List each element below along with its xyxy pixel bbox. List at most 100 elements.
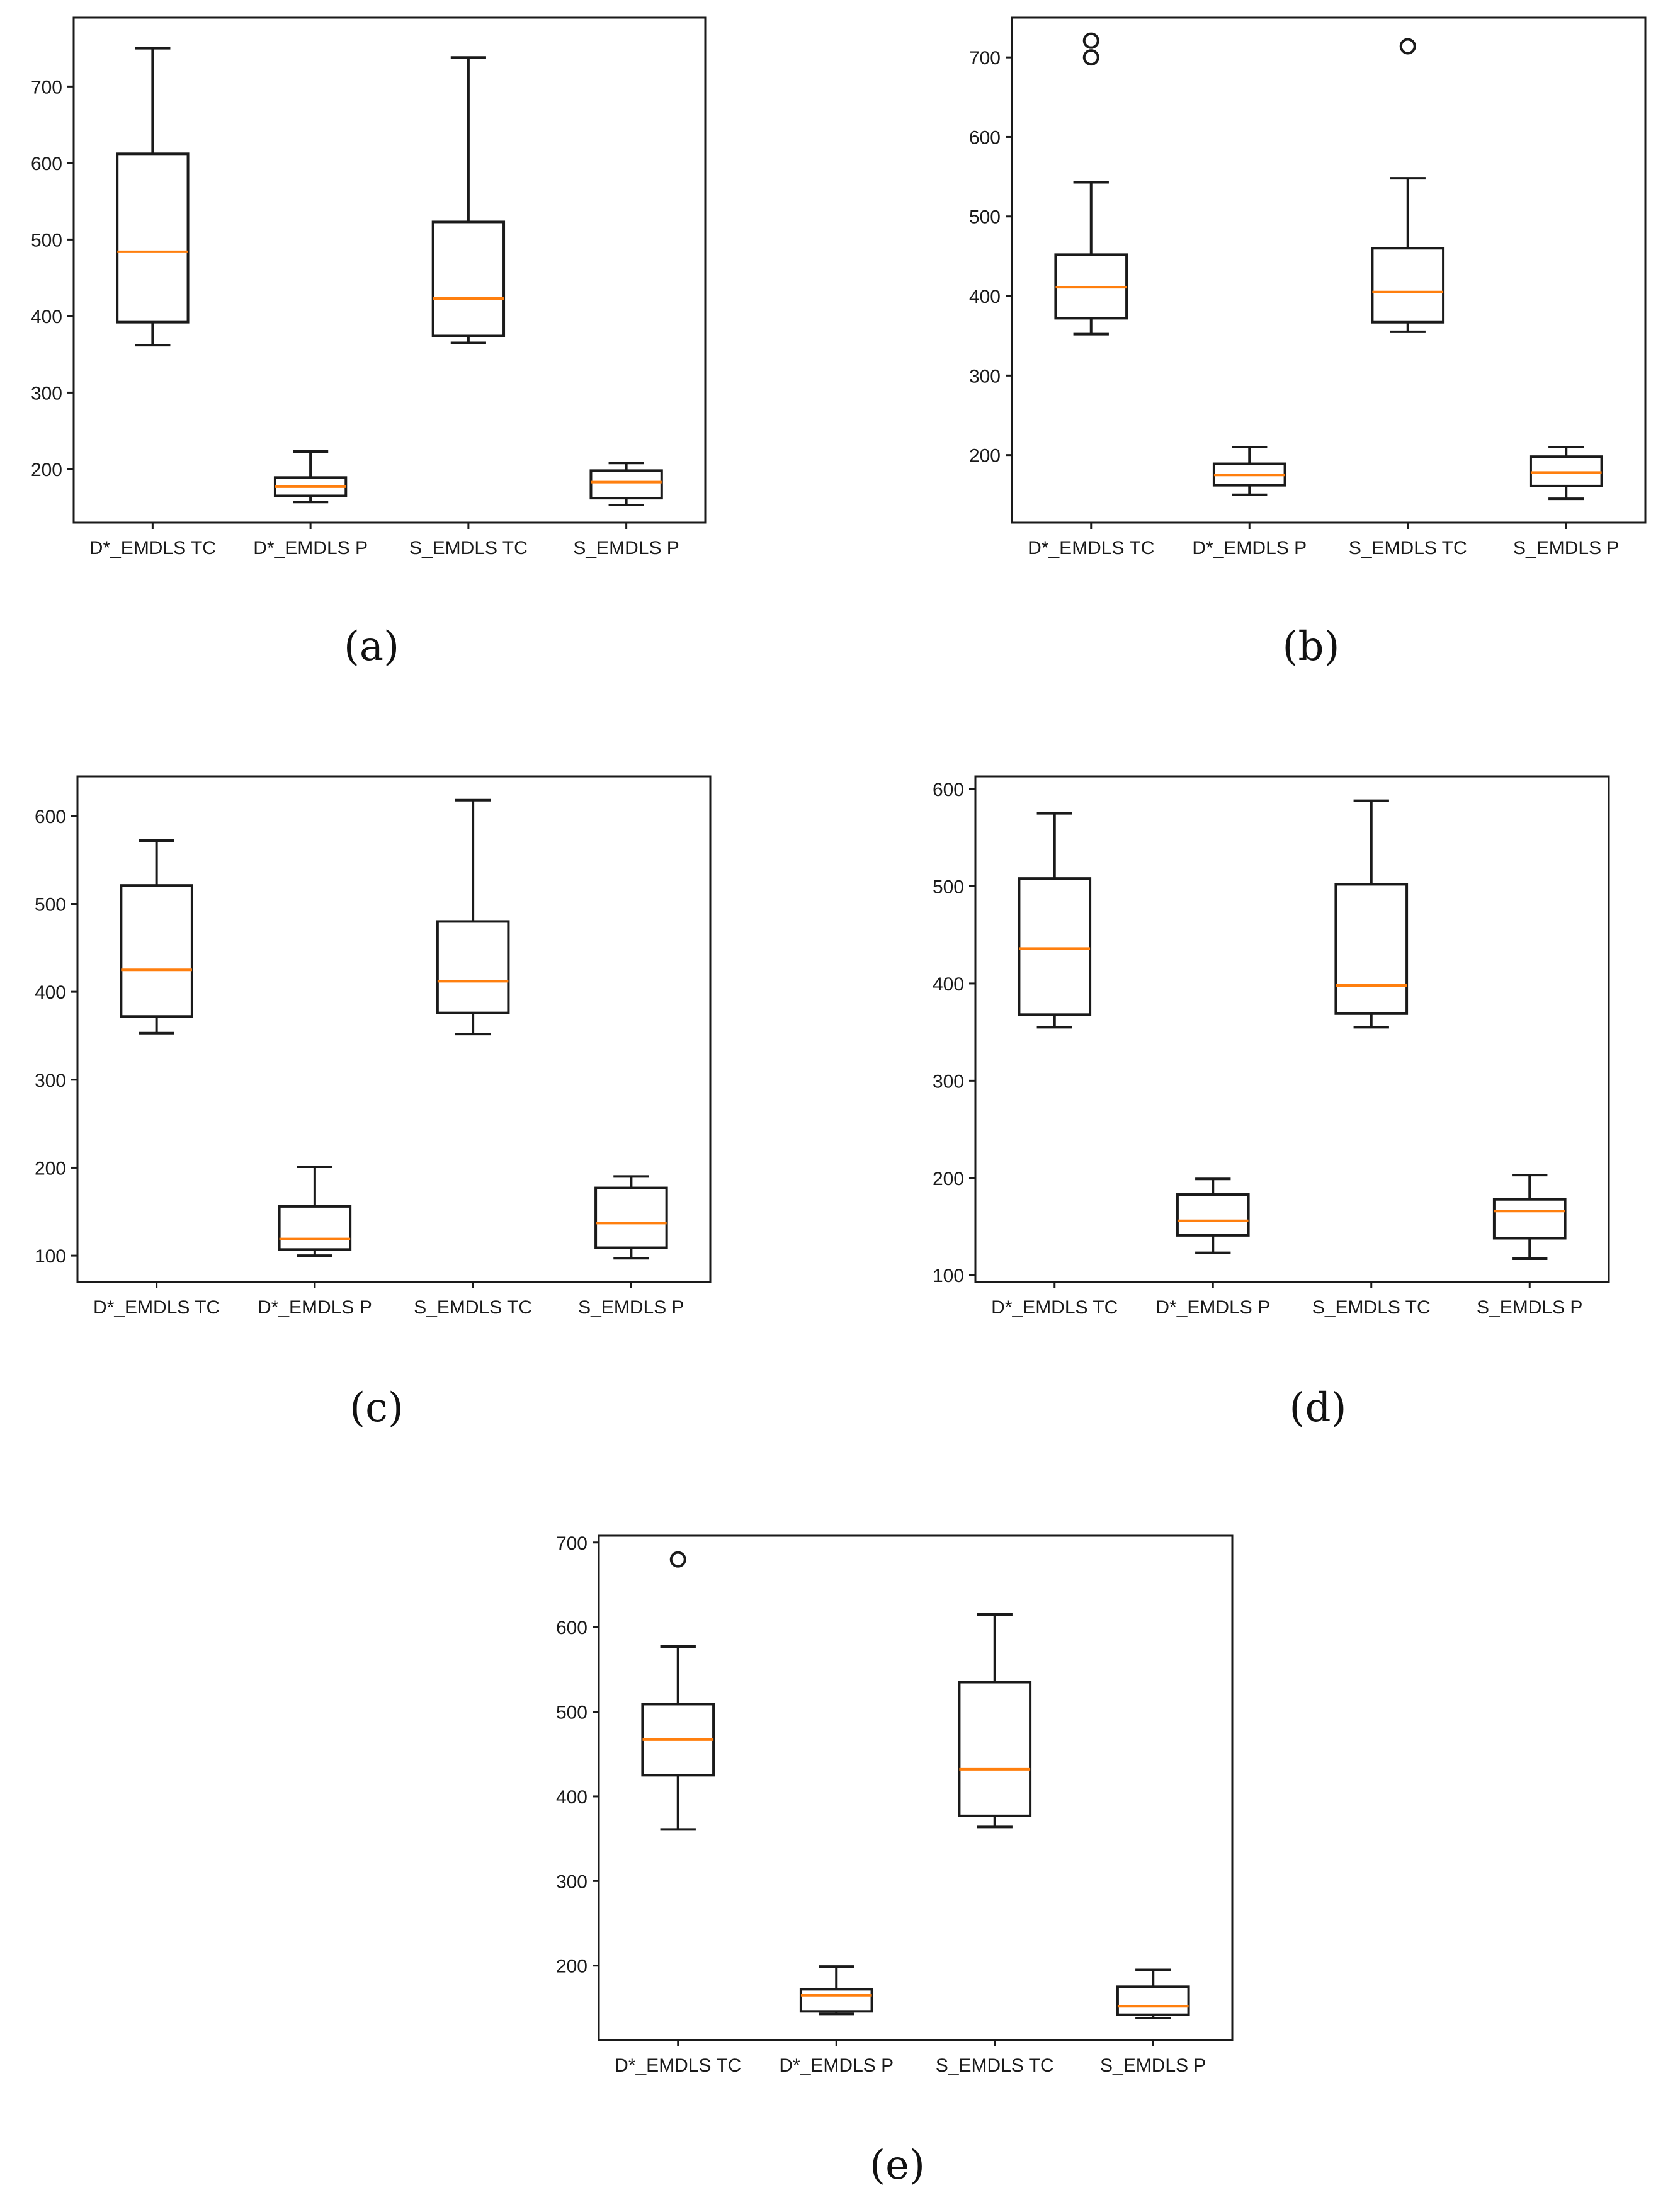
x-tick-label: S_EMDLS P <box>578 1297 684 1318</box>
box-1 <box>116 47 190 347</box>
box-1 <box>120 839 193 1035</box>
box-4 <box>1492 1174 1567 1260</box>
y-tick-label: 200 <box>31 460 62 480</box>
y-tick-label: 400 <box>35 982 66 1003</box>
x-tick-label: S_EMDLS TC <box>1349 538 1467 559</box>
y-tick-label: 300 <box>969 366 1001 387</box>
iqr-box <box>1176 1193 1250 1237</box>
x-tick-label: S_EMDLS TC <box>409 538 528 559</box>
x-tick-label: D*_EMDLS P <box>1155 1297 1270 1318</box>
panel-label: (b) <box>1283 623 1340 670</box>
y-tick-label: 200 <box>556 1956 587 1977</box>
box-3 <box>436 798 510 1036</box>
axes-frame <box>1011 16 1647 524</box>
x-tick-label: D*_EMDLS P <box>253 538 368 559</box>
x-tick-label: S_EMDLS P <box>573 538 679 559</box>
panel-e: 200 300 400 500 600 700 D*_EMDLS TC D*_EMDLS P S… <box>556 1533 1234 2189</box>
y-tick-label: 200 <box>35 1158 66 1179</box>
y-tick-label: 600 <box>556 1618 587 1638</box>
panel-label: (d) <box>1290 1385 1347 1431</box>
y-tick-label: 600 <box>969 127 1001 148</box>
y-tick-label: 600 <box>31 154 62 174</box>
y-tick-label: 300 <box>933 1071 964 1092</box>
x-tick-label: S_EMDLS P <box>1477 1297 1582 1318</box>
x-tick-label: D*_EMDLS P <box>258 1297 372 1318</box>
iqr-box <box>436 920 510 1014</box>
box-1 <box>641 1551 715 1831</box>
panel-label: (e) <box>870 2142 925 2189</box>
box-3 <box>958 1613 1032 1829</box>
x-tick-label: D*_EMDLS TC <box>991 1297 1118 1318</box>
x-tick-label: S_EMDLS TC <box>1312 1297 1431 1318</box>
box-2 <box>1212 446 1286 496</box>
iqr-box <box>1334 883 1409 1015</box>
box-2 <box>799 1965 873 2016</box>
panel-label: (a) <box>344 623 399 670</box>
outlier-point <box>1082 49 1099 66</box>
y-tick-label: 200 <box>969 446 1001 467</box>
iqr-box <box>431 220 506 337</box>
panel-a: 200 300 400 500 600 700 D*_EMDLS TC D*_EMDLS P S… <box>31 16 707 670</box>
box-3 <box>1334 799 1409 1029</box>
iqr-box <box>116 152 190 324</box>
y-tick-label: 300 <box>556 1871 587 1892</box>
x-tick-label: D*_EMDLS TC <box>89 538 216 559</box>
iqr-box <box>278 1205 352 1251</box>
axes-frame <box>76 775 712 1283</box>
axes-frame <box>974 775 1610 1283</box>
iqr-box <box>1116 1985 1190 2016</box>
x-tick-label: S_EMDLS TC <box>414 1297 532 1318</box>
iqr-box <box>120 884 193 1018</box>
box-4 <box>589 462 663 507</box>
box-4 <box>594 1175 668 1260</box>
y-tick-label: 100 <box>933 1266 964 1286</box>
iqr-box <box>799 1988 873 2013</box>
iqr-box <box>1018 877 1092 1016</box>
y-tick-label: 100 <box>35 1246 66 1267</box>
x-tick-label: D*_EMDLS P <box>1192 538 1307 559</box>
panel-label: (c) <box>349 1385 404 1431</box>
x-tick-label: S_EMDLS P <box>1100 2055 1206 2076</box>
y-tick-label: 400 <box>556 1787 587 1808</box>
x-tick-label: D*_EMDLS TC <box>1028 538 1154 559</box>
box-2 <box>1176 1177 1250 1254</box>
y-tick-label: 500 <box>933 876 964 897</box>
y-tick-label: 500 <box>969 207 1001 228</box>
y-tick-label: 600 <box>35 807 66 827</box>
axes-frame <box>598 1534 1234 2041</box>
y-tick-label: 400 <box>933 974 964 995</box>
x-tick-label: S_EMDLS P <box>1513 538 1619 559</box>
box-2 <box>278 1166 352 1257</box>
outlier-point <box>1399 38 1416 55</box>
y-tick-label: 700 <box>31 77 62 98</box>
y-tick-label: 500 <box>31 230 62 251</box>
outlier-point <box>669 1551 686 1568</box>
y-tick-label: 400 <box>969 286 1001 307</box>
x-tick-label: S_EMDLS TC <box>936 2055 1054 2076</box>
box-2 <box>273 450 348 504</box>
y-tick-label: 400 <box>31 307 62 327</box>
y-tick-label: 500 <box>35 894 66 915</box>
panel-b: 200 300 400 500 600 700 D*_EMDLS TC D*_EMDLS P S… <box>969 16 1647 670</box>
box-3 <box>431 56 506 344</box>
panel-c: 100 200 300 400 500 600 D*_EMDLS TC D*_EMDLS P S… <box>35 775 712 1431</box>
outlier-point <box>1082 32 1099 49</box>
y-tick-label: 500 <box>556 1703 587 1723</box>
iqr-box <box>958 1681 1032 1817</box>
y-tick-label: 300 <box>35 1070 66 1091</box>
box-4 <box>1116 1968 1190 2020</box>
box-3 <box>1371 38 1445 333</box>
y-tick-label: 700 <box>556 1533 587 1554</box>
y-tick-label: 300 <box>31 383 62 404</box>
y-tick-label: 600 <box>933 780 964 800</box>
box-1 <box>1018 812 1092 1029</box>
iqr-box <box>1371 247 1445 324</box>
iqr-box <box>589 469 663 500</box>
panel-d: 100 200 300 400 500 600 D*_EMDLS TC D*_EMDLS P S… <box>933 775 1610 1431</box>
box-4 <box>1529 446 1603 501</box>
x-tick-label: D*_EMDLS TC <box>93 1297 220 1318</box>
y-tick-label: 700 <box>969 48 1001 69</box>
y-tick-label: 200 <box>933 1169 964 1189</box>
box-1 <box>1054 32 1128 336</box>
